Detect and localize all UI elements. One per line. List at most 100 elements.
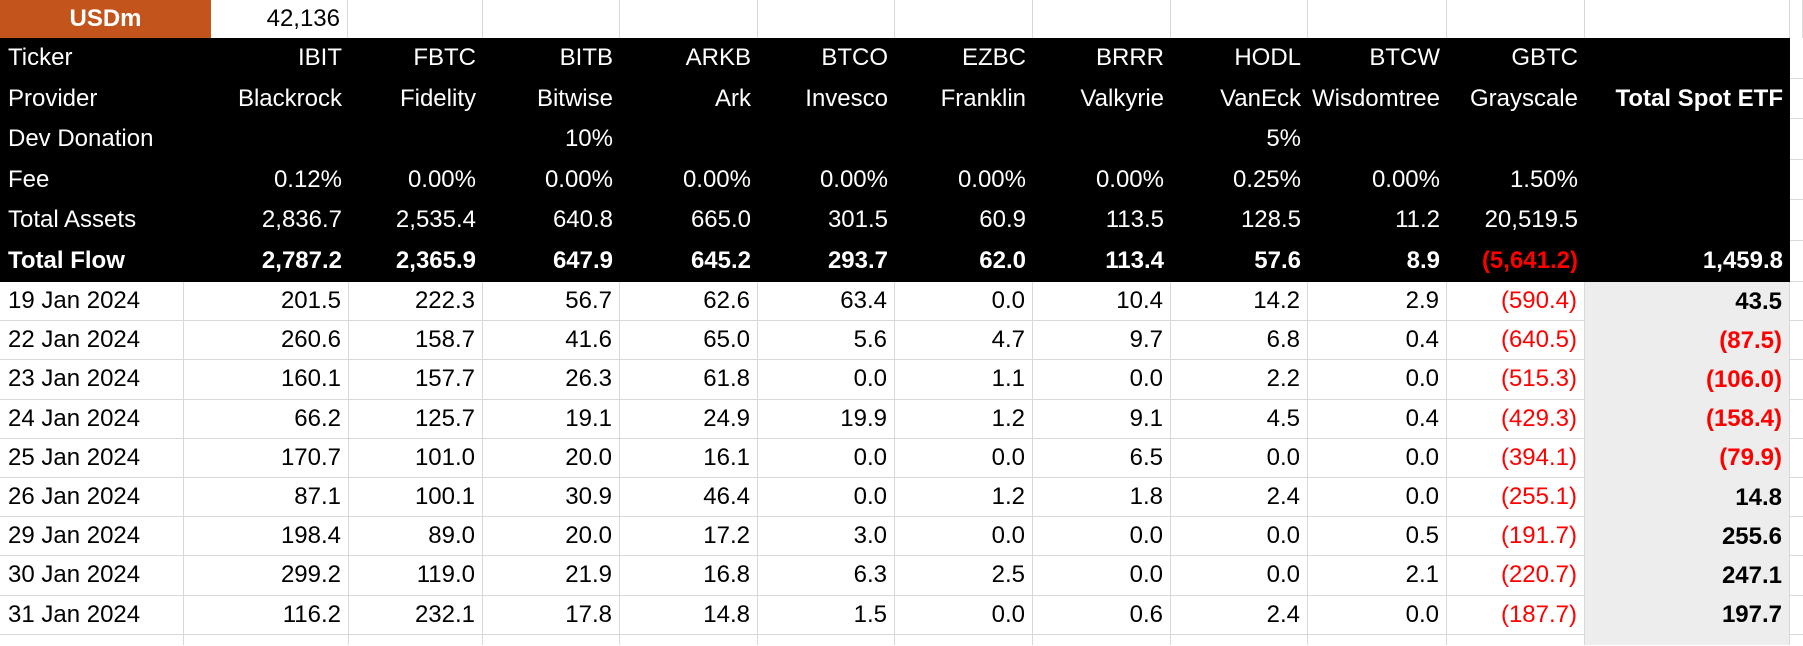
empty-cell[interactable] (349, 634, 483, 646)
cell-19-jan-2024-gbtc[interactable]: (590.4) (1447, 282, 1585, 322)
date-label-23-jan-2024[interactable]: 23 Jan 2024 (0, 360, 184, 400)
cell-29-jan-2024-gbtc[interactable]: (191.7) (1447, 517, 1585, 557)
cell-25-jan-2024-total[interactable]: (79.9) (1585, 438, 1790, 478)
cell-29-jan-2024-btcw[interactable]: 0.5 (1308, 517, 1447, 557)
cell-btcw-provider[interactable]: Wisdomtree (1308, 78, 1447, 119)
cell-31-jan-2024-btco[interactable]: 1.5 (758, 595, 895, 635)
unit-label-cell[interactable]: USDm (0, 0, 211, 38)
cell-25-jan-2024-ibit[interactable]: 170.7 (184, 438, 349, 478)
cell-31-jan-2024-ibit[interactable]: 116.2 (184, 595, 349, 635)
cell-24-jan-2024-total[interactable]: (158.4) (1585, 399, 1790, 439)
cell-31-jan-2024-arkb[interactable]: 14.8 (620, 595, 758, 635)
cell-22-jan-2024-gbtc[interactable]: (640.5) (1447, 321, 1585, 361)
cell-26-jan-2024-bitb[interactable]: 30.9 (483, 477, 620, 518)
cell-26-jan-2024-ezbc[interactable]: 1.2 (895, 477, 1033, 518)
selected-cell-edge[interactable] (758, 0, 895, 38)
cell-bitb-total-assets[interactable]: 640.8 (483, 200, 620, 241)
cell-29-jan-2024-ezbc[interactable]: 0.0 (895, 517, 1033, 557)
cell-30-jan-2024-brrr[interactable]: 0.0 (1033, 556, 1171, 596)
cell-brrr-fee[interactable]: 0.00% (1033, 159, 1171, 200)
cell-bitb-provider[interactable]: Bitwise (483, 78, 620, 119)
cell-ibit-fee[interactable]: 0.12% (184, 159, 349, 200)
row-label-ticker[interactable]: Ticker (0, 38, 184, 79)
cell-30-jan-2024-hodl[interactable]: 0.0 (1171, 556, 1308, 596)
cell-19-jan-2024-ibit[interactable]: 201.5 (184, 282, 349, 322)
cell-btco-provider[interactable]: Invesco (758, 78, 895, 119)
cell-31-jan-2024-ezbc[interactable]: 0.0 (895, 595, 1033, 635)
cell-19-jan-2024-fbtc[interactable]: 222.3 (349, 282, 483, 322)
filler-cell[interactable] (1790, 635, 1803, 646)
cell-23-jan-2024-ezbc[interactable]: 1.1 (895, 360, 1033, 400)
cell-ezbc-total-flow[interactable]: 62.0 (895, 240, 1033, 282)
cell-19-jan-2024-brrr[interactable]: 10.4 (1033, 282, 1171, 322)
cell-gbtc-total-assets[interactable]: 20,519.5 (1447, 200, 1585, 241)
cell-hodl-total-assets[interactable]: 128.5 (1171, 200, 1308, 241)
filler-cell[interactable] (1790, 282, 1803, 322)
empty-cell[interactable] (1585, 634, 1790, 646)
cell-23-jan-2024-ibit[interactable]: 160.1 (184, 360, 349, 400)
empty-cell[interactable] (1171, 0, 1308, 38)
cell-23-jan-2024-bitb[interactable]: 26.3 (483, 360, 620, 400)
cell-ezbc-provider[interactable]: Franklin (895, 78, 1033, 119)
row-label-fee[interactable]: Fee (0, 159, 184, 200)
cell-26-jan-2024-btco[interactable]: 0.0 (758, 477, 895, 518)
empty-cell[interactable] (1033, 634, 1171, 646)
empty-cell[interactable] (1171, 634, 1308, 646)
cell-23-jan-2024-total[interactable]: (106.0) (1585, 360, 1790, 400)
cell-30-jan-2024-ezbc[interactable]: 2.5 (895, 556, 1033, 596)
cell-26-jan-2024-gbtc[interactable]: (255.1) (1447, 477, 1585, 518)
cell-25-jan-2024-btcw[interactable]: 0.0 (1308, 438, 1447, 478)
cell-25-jan-2024-bitb[interactable]: 20.0 (483, 438, 620, 478)
row-label-provider[interactable]: Provider (0, 78, 184, 119)
cell-arkb-total-assets[interactable]: 665.0 (620, 200, 758, 241)
cell-31-jan-2024-bitb[interactable]: 17.8 (483, 595, 620, 635)
empty-cell[interactable] (184, 634, 349, 646)
filler-cell[interactable] (1790, 38, 1803, 79)
cell-29-jan-2024-total[interactable]: 255.6 (1585, 517, 1790, 557)
filler-cell[interactable] (1790, 241, 1803, 282)
cell-24-jan-2024-gbtc[interactable]: (429.3) (1447, 399, 1585, 439)
cell-29-jan-2024-arkb[interactable]: 17.2 (620, 517, 758, 557)
cell-25-jan-2024-arkb[interactable]: 16.1 (620, 438, 758, 478)
cell-26-jan-2024-btcw[interactable]: 0.0 (1308, 477, 1447, 518)
cell-29-jan-2024-ibit[interactable]: 198.4 (184, 517, 349, 557)
cell-26-jan-2024-ibit[interactable]: 87.1 (184, 477, 349, 518)
cell-19-jan-2024-arkb[interactable]: 62.6 (620, 282, 758, 322)
filler-cell[interactable] (1790, 360, 1803, 400)
cell-23-jan-2024-btco[interactable]: 0.0 (758, 360, 895, 400)
filler-cell[interactable] (1790, 400, 1803, 439)
cell-30-jan-2024-total[interactable]: 247.1 (1585, 556, 1790, 596)
cell-ezbc-dev-donation[interactable] (895, 119, 1033, 160)
empty-cell[interactable] (1585, 0, 1790, 38)
cell-22-jan-2024-hodl[interactable]: 6.8 (1171, 321, 1308, 361)
empty-cell[interactable] (1790, 0, 1803, 38)
cell-24-jan-2024-arkb[interactable]: 24.9 (620, 399, 758, 439)
cell-22-jan-2024-ezbc[interactable]: 4.7 (895, 321, 1033, 361)
filler-cell[interactable] (1790, 321, 1803, 361)
cell-30-jan-2024-btco[interactable]: 6.3 (758, 556, 895, 596)
empty-cell[interactable] (620, 0, 758, 38)
cell-31-jan-2024-brrr[interactable]: 0.6 (1033, 595, 1171, 635)
filler-cell[interactable] (1790, 596, 1803, 635)
cell-29-jan-2024-hodl[interactable]: 0.0 (1171, 517, 1308, 557)
cell-31-jan-2024-fbtc[interactable]: 232.1 (349, 595, 483, 635)
cell-fbtc-provider[interactable]: Fidelity (349, 78, 483, 119)
cell-30-jan-2024-gbtc[interactable]: (220.7) (1447, 556, 1585, 596)
empty-cell[interactable] (483, 634, 620, 646)
cell-24-jan-2024-fbtc[interactable]: 125.7 (349, 399, 483, 439)
cell-arkb-provider[interactable]: Ark (620, 78, 758, 119)
cell-22-jan-2024-btcw[interactable]: 0.4 (1308, 321, 1447, 361)
cell-total-ticker[interactable] (1585, 38, 1790, 79)
cell-25-jan-2024-brrr[interactable]: 6.5 (1033, 438, 1171, 478)
cell-22-jan-2024-fbtc[interactable]: 158.7 (349, 321, 483, 361)
cell-25-jan-2024-ezbc[interactable]: 0.0 (895, 438, 1033, 478)
cell-total-total-assets[interactable] (1585, 200, 1790, 241)
cell-btcw-total-assets[interactable]: 11.2 (1308, 200, 1447, 241)
cell-31-jan-2024-total[interactable]: 197.7 (1585, 595, 1790, 635)
cell-gbtc-total-flow[interactable]: (5,641.2) (1447, 240, 1585, 282)
cell-bitb-ticker[interactable]: BITB (483, 38, 620, 79)
cell-22-jan-2024-bitb[interactable]: 41.6 (483, 321, 620, 361)
cell-btco-fee[interactable]: 0.00% (758, 159, 895, 200)
cell-24-jan-2024-bitb[interactable]: 19.1 (483, 399, 620, 439)
cell-arkb-fee[interactable]: 0.00% (620, 159, 758, 200)
